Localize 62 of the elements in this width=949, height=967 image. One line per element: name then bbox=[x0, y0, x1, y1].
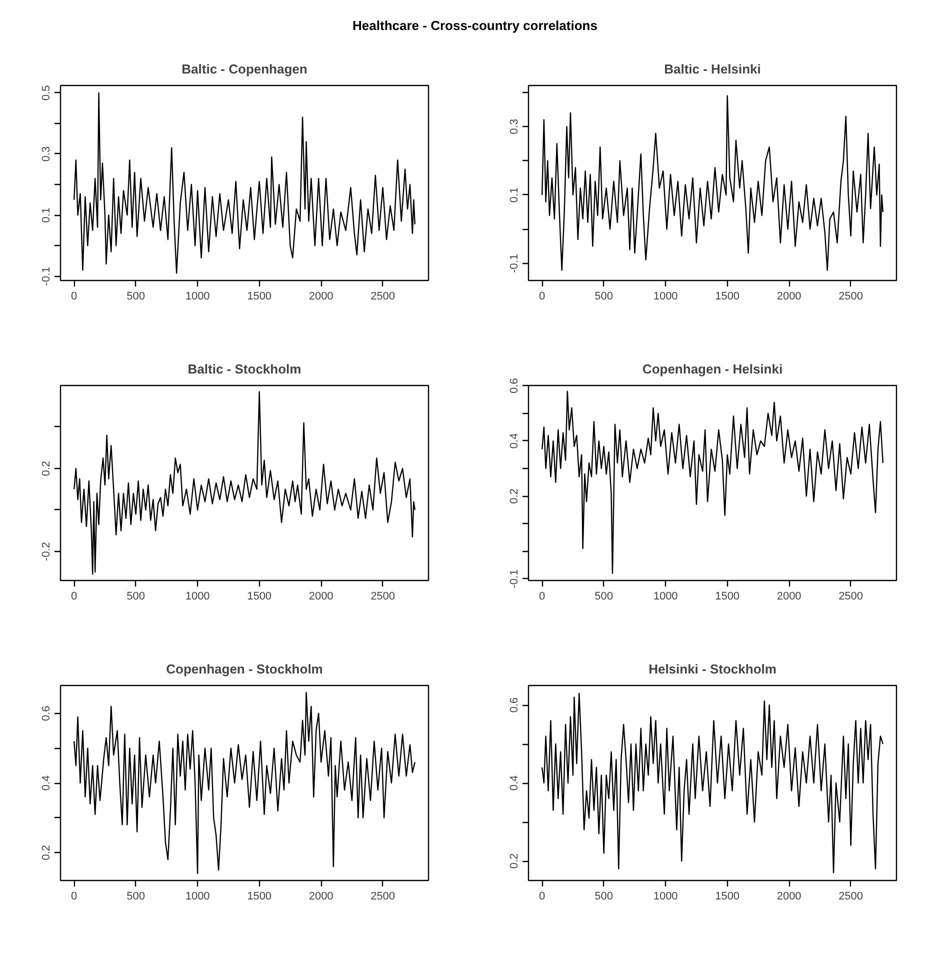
y-tick-label: 0.2 bbox=[508, 853, 520, 869]
x-tick-label: 500 bbox=[594, 890, 614, 902]
y-tick-label: 0.4 bbox=[508, 775, 520, 791]
x-tick-label: 0 bbox=[539, 890, 546, 902]
y-tick-label: 0.6 bbox=[508, 697, 520, 713]
x-tick-label: 1000 bbox=[185, 290, 210, 302]
x-tick-label: 2500 bbox=[838, 290, 864, 302]
y-tick-label: -0.1 bbox=[508, 254, 520, 273]
y-tick-label: 0.2 bbox=[40, 460, 52, 476]
x-tick-label: 2000 bbox=[308, 890, 334, 902]
y-tick-label: 0.6 bbox=[508, 378, 520, 394]
chart-title: Baltic - Helsinki bbox=[664, 62, 761, 76]
x-tick-label: 500 bbox=[126, 290, 146, 302]
y-tick-label: 0.1 bbox=[40, 207, 52, 223]
chart-title: Helsinki - Stockholm bbox=[648, 662, 776, 676]
x-tick-label: 0 bbox=[71, 890, 78, 902]
x-tick-label: 0 bbox=[539, 590, 546, 602]
x-tick-label: 1000 bbox=[185, 590, 210, 602]
y-tick-label: 0.3 bbox=[508, 118, 520, 134]
x-tick-label: 0 bbox=[539, 290, 546, 302]
x-tick-label: 0 bbox=[71, 590, 78, 602]
x-tick-label: 2500 bbox=[370, 890, 396, 902]
chart-title: Baltic - Stockholm bbox=[188, 362, 302, 376]
y-tick-label: 0.2 bbox=[40, 844, 52, 860]
x-tick-label: 500 bbox=[126, 590, 146, 602]
chart-title: Copenhagen - Helsinki bbox=[642, 362, 783, 376]
x-tick-label: 2000 bbox=[776, 590, 802, 602]
x-tick-label: 1500 bbox=[247, 290, 272, 302]
y-tick-label: -0.1 bbox=[508, 569, 520, 588]
x-tick-label: 500 bbox=[126, 890, 146, 902]
x-tick-label: 2500 bbox=[838, 590, 864, 602]
x-tick-label: 2500 bbox=[838, 890, 864, 902]
chart-title: Copenhagen - Stockholm bbox=[166, 662, 323, 676]
y-tick-label: -0.2 bbox=[40, 542, 52, 561]
x-tick-label: 1000 bbox=[185, 890, 210, 902]
x-tick-label: 2500 bbox=[370, 290, 396, 302]
x-tick-label: 1000 bbox=[653, 890, 678, 902]
x-tick-label: 1500 bbox=[247, 890, 272, 902]
y-tick-label: 0.6 bbox=[40, 706, 52, 722]
y-tick-label: 0.2 bbox=[508, 488, 520, 504]
x-tick-label: 2000 bbox=[776, 290, 802, 302]
y-tick-label: 0.5 bbox=[40, 85, 52, 100]
x-tick-label: 1500 bbox=[715, 290, 740, 302]
y-tick-label: 0.4 bbox=[40, 775, 52, 791]
y-tick-label: 0.1 bbox=[508, 187, 520, 203]
x-tick-label: 2000 bbox=[308, 290, 334, 302]
x-tick-label: 2000 bbox=[308, 590, 334, 602]
x-tick-label: 500 bbox=[594, 590, 614, 602]
text: Healthcare - Cross-country correlations bbox=[352, 17, 598, 35]
x-tick-label: 1000 bbox=[653, 590, 678, 602]
x-tick-label: 2500 bbox=[370, 590, 396, 602]
x-tick-label: 0 bbox=[71, 290, 78, 302]
x-tick-label: 2000 bbox=[776, 890, 802, 902]
chart-title: Baltic - Copenhagen bbox=[182, 62, 308, 76]
x-tick-label: 1500 bbox=[715, 590, 740, 602]
y-tick-label: -0.1 bbox=[40, 266, 52, 286]
x-tick-label: 1500 bbox=[715, 890, 740, 902]
x-tick-label: 1500 bbox=[247, 590, 272, 602]
y-tick-label: 0.3 bbox=[40, 146, 52, 162]
x-tick-label: 1000 bbox=[653, 290, 678, 302]
y-tick-label: 0.4 bbox=[508, 433, 520, 449]
x-tick-label: 500 bbox=[594, 290, 614, 302]
